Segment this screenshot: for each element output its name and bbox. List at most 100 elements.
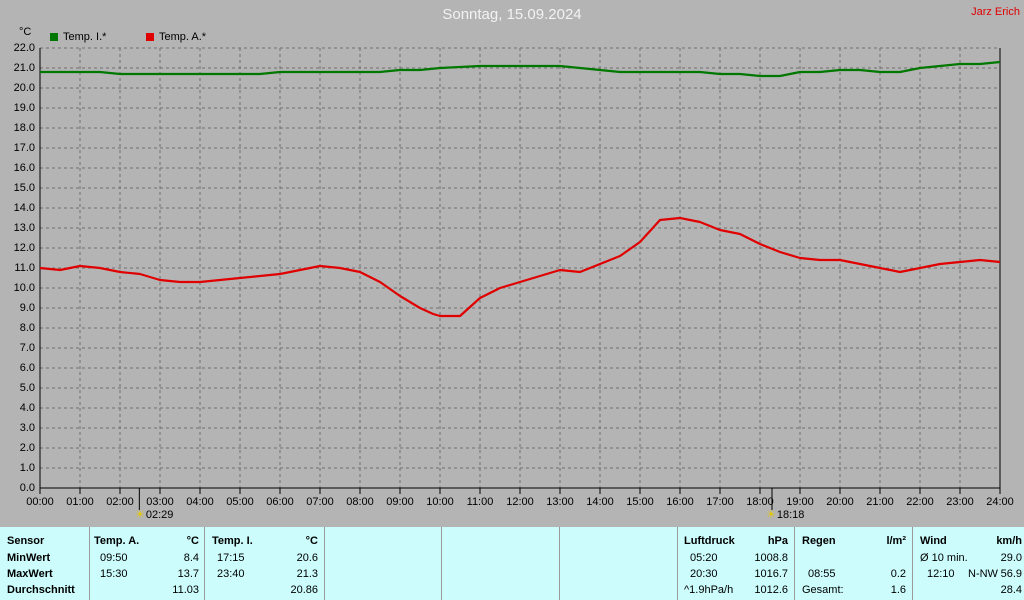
luftdruck-max-time: 20:30 bbox=[690, 568, 718, 580]
chart-lines bbox=[39, 60, 1001, 318]
y-tick-label: 14.0 bbox=[13, 202, 35, 214]
sunset-marker: ☀18:18 bbox=[766, 508, 804, 521]
wind-max-time: 12:10 bbox=[927, 568, 955, 580]
wind-max-val: 56.9 bbox=[1000, 568, 1022, 580]
wind-avg-val: 29.0 bbox=[1000, 552, 1022, 564]
y-tick-label: 18.0 bbox=[13, 122, 35, 134]
temp-a-max-time: 15:30 bbox=[100, 568, 128, 580]
temp-a-unit: °C bbox=[186, 535, 199, 547]
legend-item-temp-i: Temp. I.* bbox=[50, 31, 106, 43]
regen-max-val: 0.2 bbox=[890, 568, 906, 580]
y-tick-label: 11.0 bbox=[14, 262, 35, 274]
min-row-label: MinWert bbox=[7, 552, 51, 564]
y-tick-label: 15.0 bbox=[13, 182, 35, 194]
temp-a-avg-val: 11.03 bbox=[172, 584, 199, 596]
temp-i-min-time: 17:15 bbox=[217, 552, 245, 564]
sunset-icon: ☀ bbox=[766, 509, 776, 521]
y-tick-label: 2.0 bbox=[19, 442, 35, 454]
luftdruck-unit: hPa bbox=[767, 535, 788, 547]
x-tick-label: 13:00 bbox=[546, 496, 574, 508]
x-tick-label: 20:00 bbox=[826, 496, 854, 508]
wind-max-dir: N-NW bbox=[968, 568, 998, 580]
x-tick-label: 15:00 bbox=[626, 496, 654, 508]
luftdruck-max-val: 1016.7 bbox=[754, 568, 788, 580]
series-line-temp-i bbox=[40, 60, 1001, 78]
y-tick-label: 4.0 bbox=[19, 402, 35, 414]
wind-avg-label: Ø 10 min. bbox=[920, 552, 968, 564]
luftdruck-header: Luftdruck bbox=[684, 535, 735, 547]
series-line-temp-a bbox=[39, 216, 1001, 318]
y-tick-label: 13.0 bbox=[13, 222, 35, 234]
x-tick-label: 02:00 bbox=[106, 496, 134, 508]
x-tick-label: 22:00 bbox=[906, 496, 934, 508]
y-tick-label: 12.0 bbox=[13, 242, 35, 254]
y-tick-label: 21.0 bbox=[13, 62, 35, 74]
x-tick-label: 14:00 bbox=[586, 496, 614, 508]
y-tick-label: 9.0 bbox=[19, 302, 35, 314]
temp-i-max-time: 23:40 bbox=[217, 568, 245, 580]
sunrise-marker: ☀02:29 bbox=[135, 508, 173, 521]
x-tick-label: 23:00 bbox=[946, 496, 974, 508]
sunrise-icon: ☀ bbox=[135, 509, 145, 521]
wind-day-avg: 28.4 bbox=[1000, 584, 1022, 596]
sunset-time: 18:18 bbox=[776, 509, 805, 521]
temp-a-header: Temp. A. bbox=[94, 535, 140, 547]
legend-swatch-red bbox=[146, 33, 154, 41]
x-tick-label: 08:00 bbox=[346, 496, 374, 508]
stats-col-wind: Wind km/h Ø 10 min. 29.0 12:10 N-NW 56.9… bbox=[913, 527, 1024, 600]
legend-label-temp-i: Temp. I.* bbox=[63, 31, 107, 43]
temp-a-min-val: 8.4 bbox=[183, 552, 199, 564]
x-tick-label: 16:00 bbox=[666, 496, 694, 508]
legend-swatch-green bbox=[50, 33, 58, 41]
luftdruck-min-val: 1008.8 bbox=[754, 552, 788, 564]
x-tick-label: 06:00 bbox=[266, 496, 294, 508]
stats-col-empty-3 bbox=[560, 527, 678, 600]
temp-a-min-time: 09:50 bbox=[100, 552, 128, 564]
x-tick-label: 00:00 bbox=[26, 496, 54, 508]
x-tick-label: 04:00 bbox=[186, 496, 214, 508]
regen-max-time: 08:55 bbox=[808, 568, 836, 580]
x-tick-label: 18:00 bbox=[746, 496, 774, 508]
y-tick-label: 8.0 bbox=[19, 322, 35, 334]
x-tick-label: 24:00 bbox=[986, 496, 1014, 508]
luftdruck-trend: ^1.9hPa/h bbox=[684, 584, 734, 596]
x-tick-label: 19:00 bbox=[786, 496, 814, 508]
y-tick-label: 0.0 bbox=[19, 482, 35, 494]
stats-col-luftdruck: Luftdruck hPa 05:20 1008.8 20:30 1016.7 … bbox=[678, 527, 795, 600]
y-tick-label: 20.0 bbox=[13, 82, 35, 94]
x-tick-label: 07:00 bbox=[306, 496, 334, 508]
luftdruck-min-time: 05:20 bbox=[690, 552, 718, 564]
y-tick-label: 1.0 bbox=[19, 462, 35, 474]
temperature-chart bbox=[39, 47, 1001, 510]
y-tick-label: 3.0 bbox=[19, 422, 35, 434]
statistics-panel: Sensor MinWert MaxWert Durchschnitt Temp… bbox=[0, 527, 1024, 600]
stats-col-sensor: Sensor MinWert MaxWert Durchschnitt bbox=[0, 527, 90, 600]
y-tick-label: 19.0 bbox=[13, 102, 35, 114]
temp-i-header: Temp. I. bbox=[212, 535, 253, 547]
legend-item-temp-a: Temp. A.* bbox=[146, 31, 206, 43]
author-label: Jarz Erich bbox=[971, 6, 1020, 18]
regen-total-label: Gesamt: bbox=[802, 584, 844, 596]
temp-i-max-val: 21.3 bbox=[296, 568, 318, 580]
stats-col-regen: Regen l/m² 08:55 0.2 Gesamt: 1.6 bbox=[795, 527, 913, 600]
wind-header: Wind bbox=[920, 535, 947, 547]
chart-grid bbox=[40, 47, 1000, 488]
x-tick-label: 21:00 bbox=[866, 496, 894, 508]
stats-col-temp-i: Temp. I. °C 17:15 20.6 23:40 21.3 20.86 bbox=[205, 527, 325, 600]
wind-unit: km/h bbox=[996, 535, 1022, 547]
x-tick-label: 01:00 bbox=[66, 496, 94, 508]
x-tick-label: 12:00 bbox=[506, 496, 534, 508]
regen-header: Regen bbox=[802, 535, 836, 547]
stats-col-empty-1 bbox=[325, 527, 442, 600]
temp-i-unit: °C bbox=[305, 535, 318, 547]
sensor-header: Sensor bbox=[7, 535, 45, 547]
max-row-label: MaxWert bbox=[7, 568, 53, 580]
y-tick-label: 17.0 bbox=[13, 142, 35, 154]
regen-total-val: 1.6 bbox=[890, 584, 906, 596]
y-axis-unit: °C bbox=[19, 26, 32, 38]
x-tick-label: 17:00 bbox=[706, 496, 734, 508]
y-tick-label: 22.0 bbox=[13, 42, 35, 54]
x-tick-label: 03:00 bbox=[146, 496, 174, 508]
stats-col-empty-2 bbox=[442, 527, 560, 600]
y-tick-label: 10.0 bbox=[13, 282, 35, 294]
